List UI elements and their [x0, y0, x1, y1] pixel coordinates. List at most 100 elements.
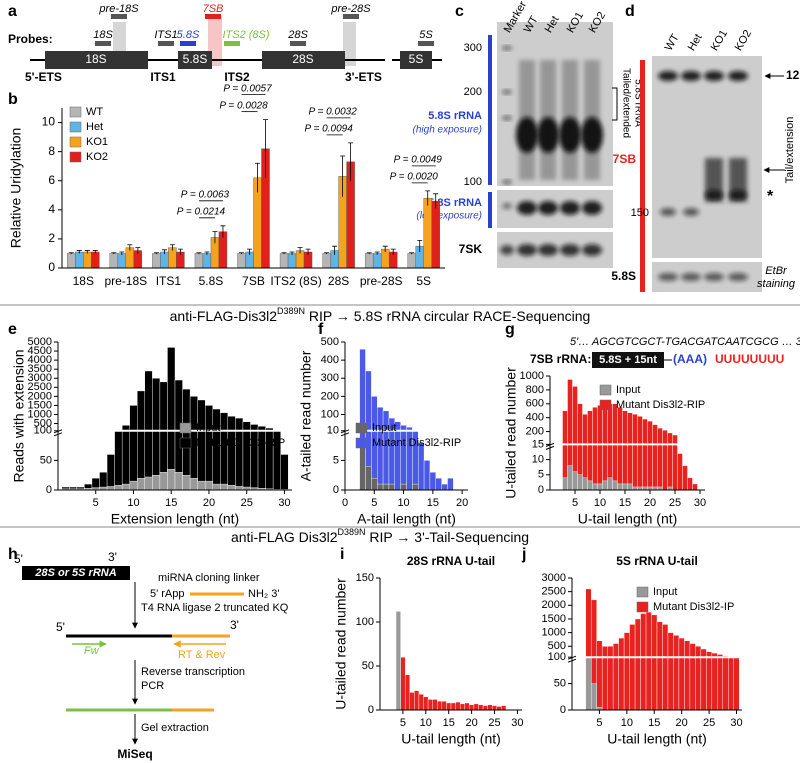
panel-label: e [8, 321, 17, 338]
bar [227, 416, 236, 491]
region-label: ITS1 [150, 70, 176, 84]
y-axis-label: U-tailed read number [333, 578, 349, 710]
bar [597, 483, 603, 491]
legend-swatch [636, 586, 649, 598]
bar [242, 421, 251, 491]
gel-label: 7SB [613, 152, 637, 166]
y-tick-label: 3000 [542, 572, 566, 584]
gel-band [658, 273, 678, 281]
bar [212, 483, 221, 491]
bar [469, 704, 475, 711]
chart-title: 5S rRNA U-tail [616, 554, 698, 568]
bar [596, 640, 603, 711]
error-bar [374, 251, 380, 255]
error-bar [68, 252, 74, 255]
bar [602, 480, 608, 491]
error-bar [127, 244, 133, 251]
bar [567, 465, 573, 491]
size-marker: 100 [464, 176, 482, 188]
x-tick-label: 15 [648, 717, 660, 729]
y-tick-label: 0 [538, 484, 544, 496]
x-tick-label: 25 [241, 497, 253, 509]
bar [632, 413, 638, 491]
bar [607, 477, 613, 491]
gene-box [178, 51, 212, 69]
p-value: P = 0.0020 [390, 172, 439, 183]
gel-band [500, 245, 514, 255]
gel-band [516, 117, 538, 153]
legend-label: Input [653, 586, 677, 598]
linker-label: NH₂ 3' [248, 588, 279, 600]
y-tick-label: 2000 [28, 390, 52, 402]
x-tick-label: 20 [465, 717, 477, 729]
error-bar [119, 251, 125, 255]
header-sup: D389N [277, 306, 305, 316]
y-tick-label: 300 [321, 372, 339, 384]
y-tick-label: 0 [560, 704, 566, 716]
note-label: 7SB rRNA: [530, 352, 591, 366]
bar [455, 701, 461, 711]
bar [459, 703, 465, 711]
p-value: P = 0.0057 [223, 83, 272, 94]
x-tick-label: 5 [93, 497, 99, 509]
bar [167, 347, 176, 491]
x-tick-label: 15 [443, 717, 455, 729]
y-tick-label: 100 [34, 425, 52, 437]
bar [409, 692, 415, 711]
legend-swatch [179, 437, 192, 449]
x-axis-label: U-tail length (nt) [401, 731, 501, 747]
x-tick-label: 20 [676, 717, 688, 729]
y-tick-label: 400 [526, 412, 544, 424]
bar [617, 483, 623, 491]
region-label: 5.8S [183, 52, 208, 66]
x-tick-label: ITS1 [156, 274, 182, 288]
section-header: anti-FLAG Dis3l2D389N RIP → 3'-Tail-Sequ… [231, 527, 529, 544]
x-tick-label: 5S [416, 274, 431, 288]
exposure-bar [488, 35, 492, 185]
error-bar [204, 251, 210, 255]
bar [501, 705, 507, 711]
probe [343, 14, 359, 19]
error-bar [212, 231, 218, 244]
note-box-label: 5.8S + 15nt [599, 354, 657, 366]
region-label: 5S [409, 52, 424, 66]
gel-band [581, 117, 603, 153]
error-bar [340, 155, 346, 197]
chart-title: 28S rRNA U-tail [407, 554, 495, 568]
gel-band [681, 71, 701, 81]
end-label: 3' [108, 550, 117, 564]
size-marker: 300 [464, 42, 482, 54]
error-bar [425, 190, 431, 206]
bar [418, 442, 425, 491]
panel-label: f [318, 321, 324, 338]
gel-band [729, 190, 747, 200]
legend-swatch [69, 106, 82, 118]
y-axis-label: A-tailed read number [298, 350, 314, 481]
legend-label: Het [86, 121, 103, 133]
legend-swatch [69, 136, 82, 148]
bar [167, 469, 176, 491]
axis-break-mark [53, 432, 63, 437]
y-tick-label: 1000 [542, 627, 566, 639]
x-tick-label: 5 [596, 717, 602, 729]
y-tick-label: 15 [532, 438, 544, 450]
bar [587, 410, 593, 491]
x-tick-label: 5 [400, 717, 406, 729]
error-bar [76, 250, 82, 254]
region-label: 18S [85, 52, 106, 66]
lane-label: KO2 [733, 28, 754, 53]
error-bar [247, 248, 252, 255]
bar [400, 657, 406, 711]
y-tick-label: 200 [321, 390, 339, 402]
bar [109, 253, 119, 269]
y-tick-label: 2000 [542, 599, 566, 611]
bar [617, 407, 623, 491]
bar [144, 476, 153, 491]
bar [562, 477, 568, 491]
end-label: 5' [56, 620, 65, 634]
bar [673, 635, 680, 711]
legend-swatch [179, 422, 192, 434]
bar [121, 425, 130, 491]
x-tick-label: 20 [644, 497, 656, 509]
gel-note: staining [757, 278, 796, 290]
